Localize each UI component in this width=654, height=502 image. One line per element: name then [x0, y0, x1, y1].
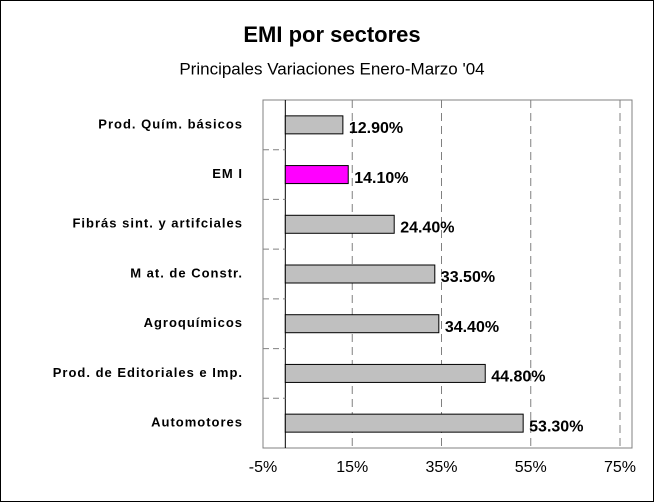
data-label: 53.30%	[529, 418, 583, 435]
y-tick-label: Prod. Quím. básicos	[98, 116, 243, 131]
bar	[284, 413, 524, 433]
y-tick-label: Prod. de Editoriales e Imp.	[53, 365, 243, 380]
data-label: 44.80%	[491, 369, 545, 386]
x-tick-label: -5%	[249, 459, 277, 476]
data-label: 34.40%	[445, 319, 499, 336]
y-tick-label: M at. de Constr.	[130, 265, 243, 280]
y-tick-label: EM I	[212, 166, 243, 181]
bar	[284, 363, 486, 383]
bar	[284, 264, 436, 284]
x-tick-label: 75%	[604, 459, 636, 476]
data-label: 12.90%	[349, 120, 403, 137]
x-tick-label: 35%	[425, 459, 457, 476]
bar	[284, 214, 395, 234]
bar	[284, 115, 344, 135]
x-tick-label: 55%	[515, 459, 547, 476]
y-tick-label: Automotores	[151, 415, 243, 430]
chart-subtitle: Principales Variaciones Enero-Marzo '04	[179, 59, 484, 78]
data-label: 33.50%	[441, 269, 495, 286]
x-tick-label: 15%	[336, 459, 368, 476]
data-label: 24.40%	[400, 220, 454, 237]
bar	[284, 314, 440, 334]
data-label: 14.10%	[354, 170, 408, 187]
chart-title: EMI por sectores	[243, 22, 420, 47]
y-tick-label: Fibrás sint. y artifciales	[72, 216, 243, 231]
plot-area	[262, 99, 633, 449]
bar	[284, 165, 349, 185]
y-tick-label: Agroquímicos	[144, 315, 243, 330]
